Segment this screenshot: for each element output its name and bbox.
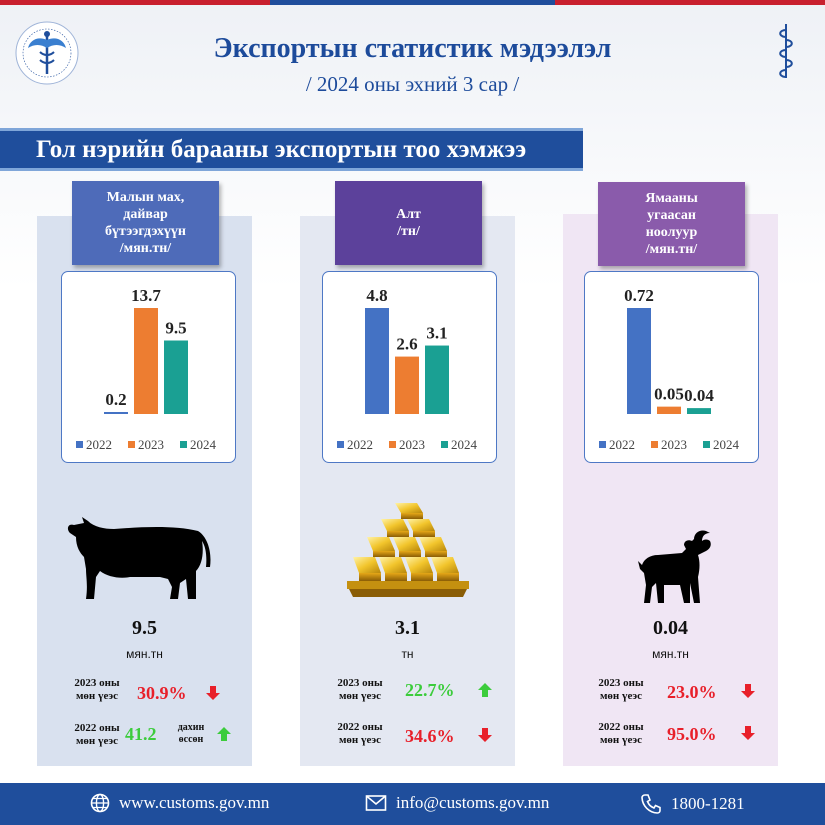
header-line: /мян.тн/ bbox=[119, 241, 172, 256]
cow-icon bbox=[67, 517, 211, 599]
header-line: Алт bbox=[396, 207, 421, 222]
top-stripe bbox=[0, 0, 825, 5]
customs-emblem-logo bbox=[15, 21, 79, 85]
header-line: Ямааны bbox=[645, 191, 698, 206]
legend-swatch bbox=[599, 441, 606, 448]
bar-value-label: 4.8 bbox=[366, 286, 387, 305]
bar-value-label: 0.05 bbox=[654, 385, 684, 404]
legend-swatch bbox=[180, 441, 187, 448]
chart-meat: 0.2 13.7 9.5 2022 2023 2024 bbox=[61, 271, 236, 463]
legend-label: 2024 bbox=[451, 437, 478, 452]
phone-number[interactable]: 1800-1281 bbox=[671, 794, 745, 813]
header-line: Малын мах, bbox=[106, 190, 185, 205]
website-link[interactable]: www.customs.gov.mn bbox=[119, 793, 270, 812]
cmp-2023-pct: 30.9% bbox=[137, 683, 187, 703]
unit-meat: мян.тн bbox=[126, 647, 163, 661]
arrow-up-icon bbox=[217, 727, 231, 741]
bar-2024 bbox=[164, 340, 188, 414]
legend-label: 2024 bbox=[190, 437, 217, 452]
bar-2023 bbox=[134, 308, 158, 414]
legend-label: 2022 bbox=[609, 437, 635, 452]
footer-website[interactable]: www.customs.gov.mn bbox=[90, 793, 269, 813]
legend-label: 2024 bbox=[713, 437, 740, 452]
legend-label: 2023 bbox=[138, 437, 164, 452]
bar-value-label: 0.04 bbox=[684, 386, 714, 405]
unit-gold: тн bbox=[401, 647, 414, 661]
arrow-down-icon bbox=[741, 684, 755, 698]
unit-cashmere: мян.тн bbox=[652, 647, 689, 661]
header-meat: Малын мах, дайвар бүтээгдэхүүн /мян.тн/ bbox=[72, 181, 219, 265]
value-meat: 9.5 bbox=[132, 617, 157, 639]
header-line: ноолуур bbox=[645, 225, 698, 240]
header-cashmere: Ямааны угаасан ноолуур /мян.тн/ bbox=[598, 182, 745, 266]
cmp-2022-note: дахин өссөн bbox=[177, 722, 205, 745]
bar-2024 bbox=[687, 408, 711, 414]
header-line: /мян.тн/ bbox=[645, 242, 698, 257]
legend-swatch bbox=[651, 441, 658, 448]
cmp-2023-pct: 22.7% bbox=[405, 680, 455, 700]
cmp-2023-label: 2023 оны мөн үеэс bbox=[598, 677, 644, 702]
legend-swatch bbox=[441, 441, 448, 448]
cmp-2022-label: 2022 оны мөн үеэс bbox=[337, 721, 383, 746]
header-line: угаасан bbox=[647, 208, 696, 223]
bar-value-label: 0.2 bbox=[105, 390, 126, 409]
footer-phone[interactable]: 1800-1281 bbox=[640, 793, 745, 815]
bar-value-label: 0.72 bbox=[624, 286, 654, 305]
chart-gold: 4.8 2.6 3.1 2022 2023 2024 bbox=[322, 271, 497, 463]
section-banner: Гол нэрийн барааны экспортын тоо хэмжээ bbox=[0, 128, 583, 171]
arrow-down-icon bbox=[741, 726, 755, 740]
gold-bars-icon bbox=[347, 503, 469, 597]
legend-swatch bbox=[703, 441, 710, 448]
header-line: дайвар bbox=[123, 207, 168, 222]
page-title: Экспортын статистик мэдээлэл bbox=[213, 33, 612, 64]
footer-email[interactable]: info@customs.gov.mn bbox=[365, 793, 549, 813]
bar-2022 bbox=[365, 308, 389, 414]
footer: www.customs.gov.mn info@customs.gov.mn 1… bbox=[0, 783, 825, 825]
bar-value-label: 9.5 bbox=[165, 318, 186, 337]
cmp-2022-label: 2022 оны мөн үеэс bbox=[598, 721, 644, 746]
chart-cashmere: 0.72 0.05 0.04 2022 2023 2024 bbox=[584, 271, 759, 463]
legend-swatch bbox=[76, 441, 83, 448]
header-gold: Алт /тн/ bbox=[335, 181, 482, 265]
value-gold: 3.1 bbox=[395, 617, 420, 639]
legend-swatch bbox=[128, 441, 135, 448]
mail-icon bbox=[365, 795, 387, 811]
bar-value-label: 3.1 bbox=[426, 324, 447, 343]
legend-label: 2023 bbox=[661, 437, 687, 452]
phone-icon bbox=[641, 794, 661, 814]
goat-icon bbox=[638, 530, 711, 603]
bar-value-label: 13.7 bbox=[131, 286, 161, 305]
bar-2022 bbox=[104, 412, 128, 414]
legend-label: 2022 bbox=[86, 437, 112, 452]
value-cashmere: 0.04 bbox=[653, 617, 688, 639]
page-subtitle: / 2024 оны эхний 3 сар / bbox=[305, 72, 520, 96]
cmp-2023-pct: 23.0% bbox=[667, 682, 717, 702]
arrow-up-icon bbox=[478, 683, 492, 697]
cmp-2023-label: 2023 оны мөн үеэс bbox=[74, 677, 120, 702]
bar-value-label: 2.6 bbox=[396, 335, 417, 354]
arrow-down-icon bbox=[478, 728, 492, 742]
cmp-2023-label: 2023 оны мөн үеэс bbox=[337, 677, 383, 702]
mongolian-script-icon bbox=[779, 24, 793, 78]
cmp-2022-pct: 34.6% bbox=[405, 726, 455, 746]
legend-label: 2022 bbox=[347, 437, 373, 452]
bar-2023 bbox=[657, 406, 681, 414]
globe-icon bbox=[90, 793, 110, 813]
header-line: бүтээгдэхүүн bbox=[105, 224, 186, 239]
cmp-2022-label: 2022 оны мөн үеэс bbox=[74, 722, 120, 747]
cmp-2022-pct: 41.2 bbox=[125, 724, 157, 744]
header-line: /тн/ bbox=[397, 224, 420, 239]
legend-label: 2023 bbox=[399, 437, 425, 452]
bar-2022 bbox=[627, 308, 651, 414]
cmp-2022-pct: 95.0% bbox=[667, 724, 717, 744]
bar-2024 bbox=[425, 345, 449, 414]
email-link[interactable]: info@customs.gov.mn bbox=[396, 793, 550, 812]
arrow-down-icon bbox=[206, 686, 220, 700]
legend-swatch bbox=[389, 441, 396, 448]
legend-swatch bbox=[337, 441, 344, 448]
bar-2023 bbox=[395, 356, 419, 414]
